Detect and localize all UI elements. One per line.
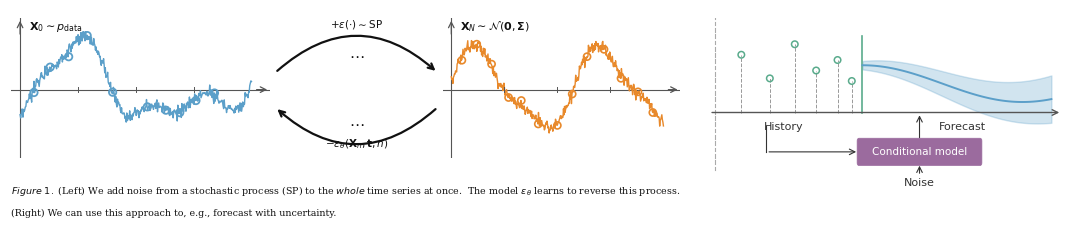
- FancyBboxPatch shape: [858, 138, 982, 166]
- Point: [630, 90, 647, 94]
- Point: [500, 96, 517, 99]
- Point: [595, 47, 612, 51]
- Point: [171, 111, 188, 115]
- Point: [549, 124, 566, 127]
- Text: $\cdots$: $\cdots$: [349, 48, 364, 63]
- Point: [138, 105, 156, 109]
- Text: Forecast: Forecast: [939, 122, 986, 132]
- Text: (Right) We can use this approach to, e.g., forecast with uncertainty.: (Right) We can use this approach to, e.g…: [11, 209, 336, 218]
- Text: $\mathit{Figure\ 1.}$ (Left) We add noise from a stochastic process (SP) to the : $\mathit{Figure\ 1.}$ (Left) We add nois…: [11, 184, 680, 198]
- Point: [41, 65, 58, 69]
- Text: History: History: [765, 122, 804, 132]
- Point: [612, 76, 630, 80]
- Text: $+\epsilon(\cdot)\sim \mathrm{SP}$: $+\epsilon(\cdot)\sim \mathrm{SP}$: [330, 18, 382, 31]
- Point: [187, 99, 204, 102]
- Point: [579, 55, 596, 58]
- Point: [79, 34, 96, 37]
- Point: [60, 55, 78, 58]
- Point: [564, 92, 581, 96]
- Text: $\cdots$: $\cdots$: [349, 116, 364, 131]
- Text: Noise: Noise: [904, 178, 935, 188]
- Point: [786, 43, 804, 46]
- Point: [843, 79, 861, 83]
- Point: [808, 69, 825, 72]
- Point: [468, 42, 485, 46]
- Text: $\mathbf{X}_N \sim \mathcal{N}(\mathbf{0},\boldsymbol{\Sigma})$: $\mathbf{X}_N \sim \mathcal{N}(\mathbf{0…: [460, 20, 529, 34]
- Text: Conditional model: Conditional model: [872, 147, 967, 157]
- Point: [644, 111, 661, 114]
- Point: [732, 53, 750, 56]
- Point: [513, 99, 530, 102]
- Point: [158, 108, 175, 112]
- Point: [454, 58, 471, 62]
- Point: [206, 91, 224, 95]
- Point: [829, 58, 847, 62]
- Point: [483, 62, 500, 66]
- Text: $-\epsilon_\theta(\mathbf{X}_n,\mathbf{t},n)$: $-\epsilon_\theta(\mathbf{X}_n,\mathbf{t…: [325, 137, 388, 151]
- Point: [25, 91, 42, 94]
- Point: [761, 76, 779, 80]
- Point: [104, 90, 121, 94]
- Point: [529, 122, 546, 126]
- Text: $\mathbf{X}_0 \sim p_{\mathrm{data}}$: $\mathbf{X}_0 \sim p_{\mathrm{data}}$: [29, 20, 83, 34]
